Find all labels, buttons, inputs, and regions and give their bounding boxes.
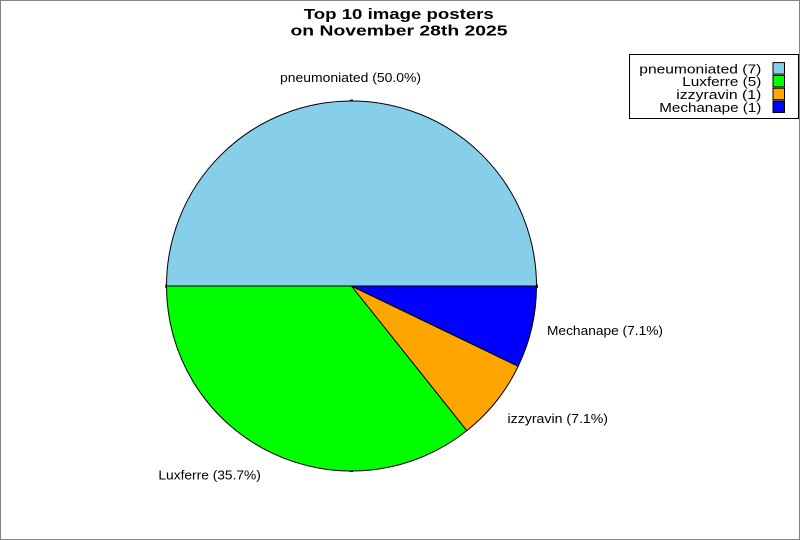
svg-text:Luxferre (35.7%): Luxferre (35.7%) [158,469,261,483]
svg-text:on November 28th 2025: on November 28th 2025 [291,22,508,39]
svg-text:pneumoniated (50.0%): pneumoniated (50.0%) [280,71,421,85]
svg-text:Mechanape (1): Mechanape (1) [659,101,761,115]
svg-text:izzyravin (1): izzyravin (1) [676,88,761,102]
svg-text:Top 10 image posters: Top 10 image posters [304,6,494,23]
svg-text:pneumoniated (7): pneumoniated (7) [639,62,761,76]
svg-text:Mechanape (7.1%): Mechanape (7.1%) [547,324,663,338]
svg-text:Luxferre (5): Luxferre (5) [682,75,761,89]
svg-text:izzyravin (7.1%): izzyravin (7.1%) [508,412,609,426]
